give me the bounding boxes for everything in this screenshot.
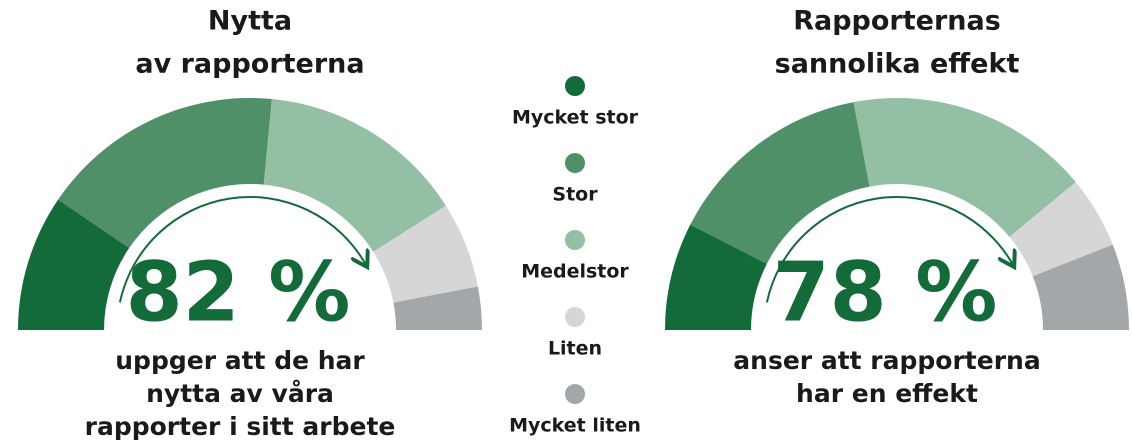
gauge-caption: rapporter i sitt arbete xyxy=(85,412,396,441)
gauge-title: Nytta xyxy=(208,6,292,37)
arrow xyxy=(765,196,1012,303)
gauge-percent: 78 % xyxy=(773,245,998,340)
legend-label: Stor xyxy=(552,184,598,206)
gauge-segment xyxy=(690,102,870,264)
legend-swatch xyxy=(565,307,585,327)
gauge-title: Rapporternas xyxy=(793,6,1001,37)
legend-swatch xyxy=(565,153,585,173)
gauge-segment xyxy=(373,205,478,303)
gauge-segment xyxy=(263,99,446,252)
gauge-segment xyxy=(665,224,767,330)
legend-swatch xyxy=(565,230,585,250)
gauge-caption: anser att rapporterna xyxy=(733,346,1040,375)
gauge-title: av rapporterna xyxy=(135,49,364,80)
gauge-segment xyxy=(853,98,1076,237)
gauge-segment xyxy=(1032,244,1129,330)
gauge-segment xyxy=(393,286,482,330)
gauge-segment xyxy=(1009,182,1113,277)
legend-swatch xyxy=(565,384,585,404)
gauge-caption: har en effekt xyxy=(796,379,978,408)
arrow xyxy=(118,196,365,303)
gauge-caption: uppger att de har xyxy=(115,346,365,375)
gauge-title: sannolika effekt xyxy=(775,49,1020,80)
gauge-percent: 82 % xyxy=(126,245,351,340)
legend-swatch xyxy=(565,76,585,96)
legend-label: Medelstor xyxy=(521,261,629,283)
gauge-segment xyxy=(18,199,130,330)
gauge-caption: nytta av våra xyxy=(146,379,334,408)
gauge-segment xyxy=(58,98,272,248)
legend-label: Mycket liten xyxy=(509,415,641,437)
legend-label: Mycket stor xyxy=(512,107,639,129)
legend-label: Liten xyxy=(548,338,602,360)
